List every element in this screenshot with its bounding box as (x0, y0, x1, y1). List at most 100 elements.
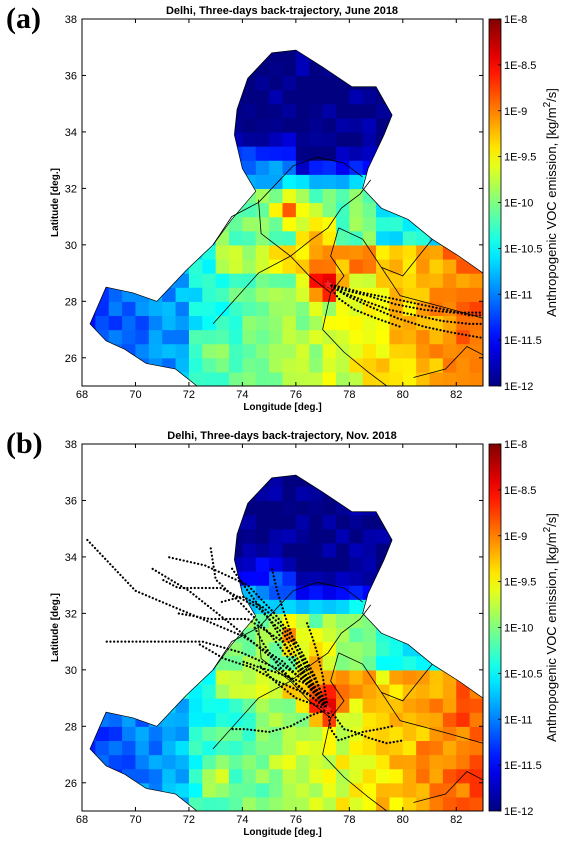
heatmap-cell (242, 768, 257, 784)
heatmap-cell (188, 315, 203, 331)
state-border (413, 770, 484, 803)
plot-title: Delhi, Three-days back-trajectory, Nov. … (167, 430, 397, 442)
heatmap-cell (349, 542, 364, 558)
heatmap-cell (202, 244, 217, 260)
heatmap-cell (363, 458, 377, 473)
heatmap-cell (229, 500, 243, 516)
heatmap-cell (416, 669, 431, 685)
heatmap-cell (90, 712, 96, 727)
heatmap-cell (255, 89, 270, 105)
heatmap-cell (95, 174, 110, 189)
heatmap-cell (416, 613, 431, 629)
heatmap-cell (442, 146, 457, 161)
y-tick-label: 26 (65, 778, 77, 790)
heatmap-cell (95, 641, 110, 657)
heatmap-cell (175, 117, 190, 133)
heatmap-cell (442, 371, 457, 387)
heatmap-cell (202, 768, 217, 784)
heatmap-cell (402, 146, 417, 161)
heatmap-cell (402, 669, 417, 685)
heatmap-cell (282, 528, 297, 544)
heatmap-cell (255, 585, 270, 600)
heatmap-cell (90, 726, 96, 742)
heatmap-cell (215, 486, 230, 502)
heatmap-cell (242, 683, 257, 699)
heatmap-cell (322, 500, 337, 516)
heatmap-cell (108, 131, 123, 147)
heatmap-cell (162, 89, 177, 105)
heatmap-cell (148, 528, 163, 544)
heatmap-cell (295, 188, 310, 204)
heatmap-cell (108, 627, 123, 643)
heatmap-cell (135, 740, 150, 756)
heatmap-cell (269, 146, 284, 161)
heatmap-cell (242, 202, 257, 218)
heatmap-cell (389, 599, 404, 614)
heatmap-cell (148, 641, 163, 657)
heatmap-cell (175, 754, 190, 770)
heatmap-cell (255, 343, 270, 359)
origin-marker (321, 277, 335, 290)
heatmap-cell (188, 287, 203, 302)
heatmap-cell (148, 329, 163, 345)
heatmap-cell (295, 244, 310, 260)
heatmap-cell (255, 258, 270, 274)
heatmap-cell (295, 528, 310, 544)
heatmap-cell (456, 669, 471, 685)
heatmap-cell (122, 542, 137, 558)
heatmap-cell (175, 50, 190, 62)
heatmap-cell (456, 726, 471, 742)
heatmap-cell (429, 357, 444, 373)
heatmap-cell (95, 599, 110, 614)
heatmap-cell (135, 357, 150, 373)
heatmap-cell (402, 571, 417, 586)
heatmap-cell (309, 669, 324, 685)
heatmap-cell (122, 103, 137, 119)
heatmap-cell (108, 301, 123, 317)
heatmap-cell (442, 357, 457, 373)
heatmap-cell (282, 585, 297, 600)
heatmap-cell (376, 514, 391, 530)
heatmap-cell (349, 117, 364, 133)
heatmap-cell (135, 599, 150, 614)
heatmap-cell (202, 174, 217, 189)
heatmap-cell (188, 571, 203, 586)
colorbar-tick-label: 1E-10 (504, 623, 533, 635)
heatmap-cell (295, 61, 310, 77)
heatmap-cell (90, 599, 96, 614)
heatmap-cell (108, 117, 123, 133)
heatmap-cell (349, 50, 364, 62)
heatmap-cell (95, 343, 110, 359)
heatmap-cell (335, 273, 350, 288)
heatmap-cell (229, 669, 243, 685)
heatmap-cell (122, 740, 137, 756)
colorbar-tick-label: 1E-8 (504, 439, 527, 451)
heatmap-cell (309, 343, 324, 359)
heatmap-cell (402, 202, 417, 218)
heatmap-cell (122, 627, 137, 643)
heatmap-cell (295, 726, 310, 742)
heatmap-cell (362, 712, 377, 727)
heatmap-cell (90, 669, 96, 685)
heatmap-cell (90, 796, 96, 812)
heatmap-cell (442, 174, 457, 189)
heatmap-cell (456, 528, 471, 544)
heatmap-cell (416, 103, 431, 119)
heatmap-cell (269, 796, 284, 812)
heatmap-cell (229, 89, 243, 105)
heatmap-cell (135, 475, 150, 487)
heatmap-cell (269, 556, 284, 572)
heatmap-cell (108, 343, 123, 359)
heatmap-cell (309, 768, 324, 784)
heatmap-cell (90, 202, 96, 218)
heatmap-cell (135, 500, 150, 516)
heatmap-cell (215, 216, 230, 232)
heatmap-cell (202, 216, 217, 232)
heatmap-cell (148, 216, 163, 232)
heatmap-cell (456, 556, 471, 572)
heatmap-cell (389, 641, 404, 657)
heatmap-cell (269, 33, 283, 48)
heatmap-cell (389, 329, 404, 345)
heatmap-cell (389, 486, 404, 502)
heatmap-cell (349, 571, 364, 586)
